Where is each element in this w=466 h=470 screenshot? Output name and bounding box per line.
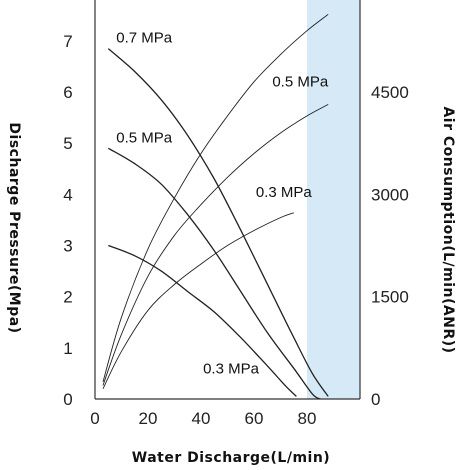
x-tick-label: 40 bbox=[192, 409, 211, 428]
x-tick-label: 0 bbox=[90, 409, 99, 428]
tick-labels: 0 20 40 60 80 0 1 2 3 4 5 6 7 0 1500 3000 4500 bbox=[63, 32, 409, 428]
y-tick-label: 3 bbox=[63, 237, 72, 256]
y-tick-label: 4 bbox=[63, 185, 72, 204]
shaded-region bbox=[307, 0, 360, 399]
curves bbox=[102, 13, 329, 400]
y-tick-label: 6 bbox=[63, 83, 72, 102]
air-consumption-label-03: 0.3 MPa bbox=[256, 184, 313, 201]
y-tick-label: 7 bbox=[63, 32, 72, 51]
y2-tick-label: 3000 bbox=[371, 185, 409, 204]
y-tick-label: 0 bbox=[63, 390, 72, 409]
y2-tick-label: 4500 bbox=[371, 83, 409, 102]
x-tick-label: 20 bbox=[139, 409, 158, 428]
x-tick-label: 60 bbox=[245, 409, 264, 428]
axes bbox=[94, 0, 361, 400]
discharge-pressure-line-07 bbox=[107, 48, 329, 397]
y-axis-title: Discharge Pressure(Mpa) bbox=[6, 122, 22, 333]
y-tick-label: 5 bbox=[63, 134, 72, 153]
y2-tick-label: 0 bbox=[371, 390, 380, 409]
discharge-pressure-line-05 bbox=[107, 147, 321, 400]
discharge-pressure-label-05: 0.5 MPa bbox=[116, 129, 173, 146]
air-consumption-line-03 bbox=[102, 212, 294, 389]
air-consumption-line-05 bbox=[102, 104, 329, 386]
y-tick-label: 1 bbox=[63, 339, 72, 358]
discharge-pressure-line-03 bbox=[108, 244, 297, 397]
air-consumption-label-05: 0.5 MPa bbox=[272, 73, 329, 90]
discharge-pressure-label-03: 0.3 MPa bbox=[203, 360, 260, 377]
x-tick-label: 80 bbox=[298, 409, 317, 428]
y-tick-label: 2 bbox=[63, 288, 72, 307]
y2-axis-title: Air Consumption(L/min(ANR)) bbox=[440, 106, 456, 353]
x-axis-title: Water Discharge(L/min) bbox=[132, 450, 330, 466]
y2-tick-label: 1500 bbox=[371, 288, 409, 307]
discharge-pressure-label-07: 0.7 MPa bbox=[116, 30, 173, 47]
air-consumption-line-07 bbox=[102, 13, 329, 383]
